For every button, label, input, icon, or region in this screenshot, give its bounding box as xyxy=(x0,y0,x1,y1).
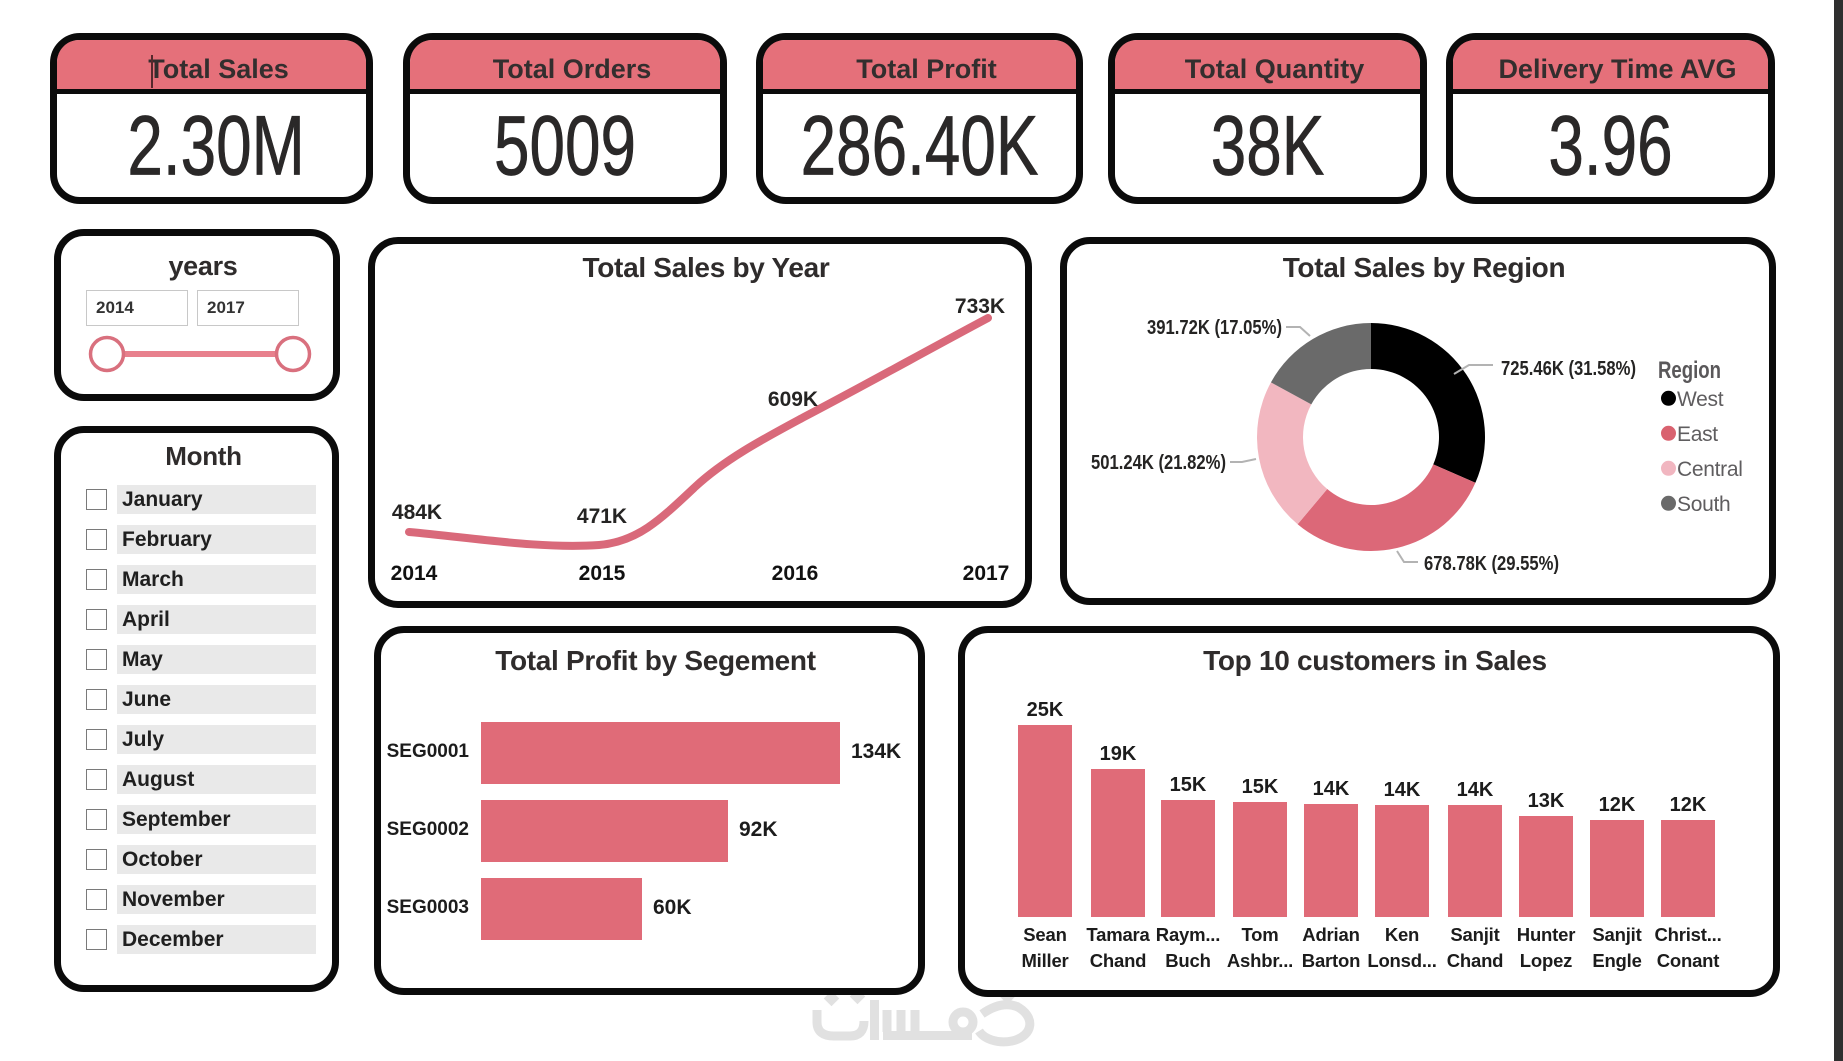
svg-text:2014: 2014 xyxy=(391,562,438,585)
svg-text:609K: 609K xyxy=(768,388,818,411)
svg-text:West: West xyxy=(1677,388,1724,411)
svg-text:678.78K (29.55%): 678.78K (29.55%) xyxy=(1424,553,1559,575)
svg-text:471K: 471K xyxy=(577,505,627,528)
svg-text:733K: 733K xyxy=(955,295,1005,318)
svg-text:Central: Central xyxy=(1677,458,1743,481)
svg-text:391.72K (17.05%): 391.72K (17.05%) xyxy=(1147,317,1282,339)
svg-text:2016: 2016 xyxy=(772,562,819,585)
svg-text:501.24K (21.82%): 501.24K (21.82%) xyxy=(1091,452,1226,474)
svg-text:2017: 2017 xyxy=(963,562,1010,585)
svg-text:2015: 2015 xyxy=(579,562,626,585)
svg-text:Region: Region xyxy=(1658,357,1721,384)
svg-text:South: South xyxy=(1677,493,1730,516)
svg-text:484K: 484K xyxy=(392,501,442,524)
svg-text:East: East xyxy=(1677,423,1718,446)
svg-text:725.46K (31.58%): 725.46K (31.58%) xyxy=(1501,358,1636,380)
